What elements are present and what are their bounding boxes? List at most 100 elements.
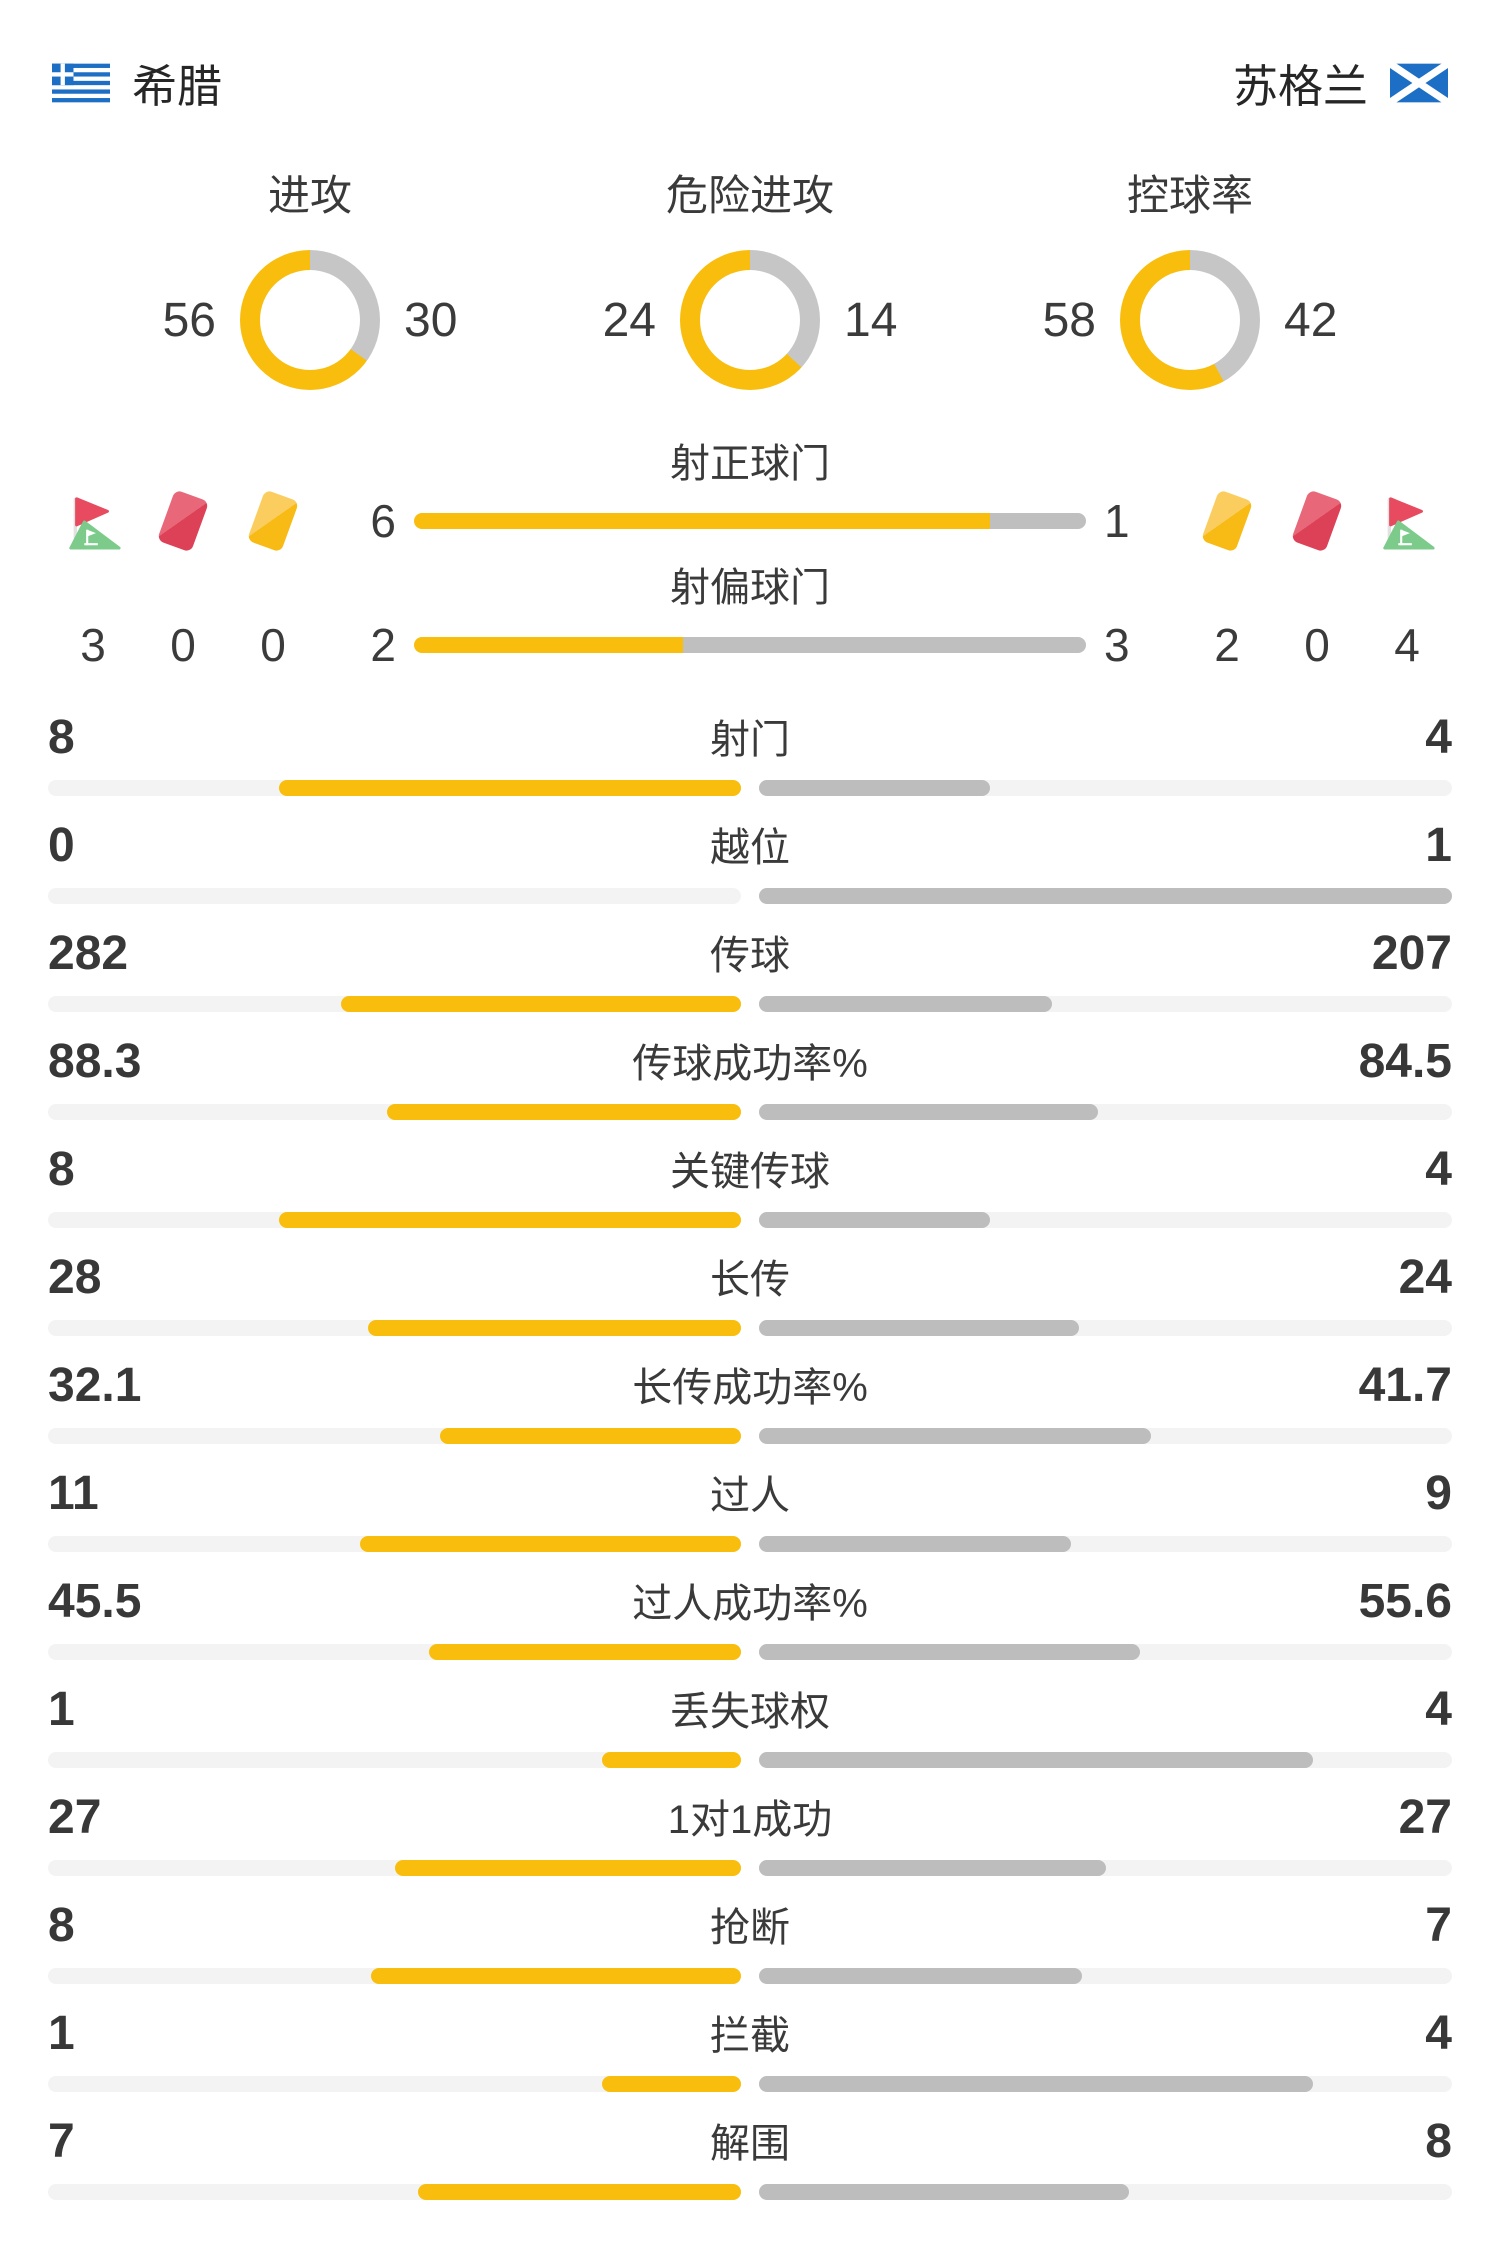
home-bar-track bbox=[48, 1212, 741, 1228]
away-red-cards-count: 0 bbox=[1304, 619, 1330, 671]
home-bar-fill bbox=[417, 2184, 741, 2200]
home-bar-fill bbox=[386, 1104, 741, 1120]
away-bar-fill bbox=[759, 888, 1452, 904]
shots-off-target-bar bbox=[414, 637, 1086, 653]
home-bar-track bbox=[48, 996, 741, 1012]
stat-values: 0 越位 1 bbox=[48, 818, 1452, 876]
home-bar-fill bbox=[602, 2076, 741, 2092]
stat-away-value: 8 bbox=[1425, 2115, 1452, 2168]
scotland-flag-icon bbox=[1390, 60, 1448, 105]
away-bar-track bbox=[759, 1428, 1452, 1444]
shots-off-target-label: 射偏球门 bbox=[670, 566, 830, 610]
home-bar-fill bbox=[429, 1644, 741, 1660]
home-bar-track bbox=[48, 1104, 741, 1120]
away-bar-fill bbox=[759, 1752, 1314, 1768]
donut-chart bbox=[240, 250, 380, 390]
away-bar-fill bbox=[759, 1320, 1079, 1336]
away-bar-track bbox=[759, 888, 1452, 904]
away-bar-fill bbox=[759, 996, 1053, 1012]
home-bar-fill bbox=[414, 513, 990, 529]
stat-row-13: 7 解围 8 bbox=[48, 2094, 1452, 2202]
shots-section: 射正球门 6 bbox=[0, 438, 1500, 676]
stat-label: 传球成功率% bbox=[632, 1042, 868, 1086]
stat-bar bbox=[48, 1212, 1452, 1228]
stat-row-8: 45.5 过人成功率% 55.6 bbox=[48, 1554, 1452, 1662]
donut-away-value: 42 bbox=[1284, 293, 1338, 347]
home-bar-fill bbox=[279, 1212, 741, 1228]
yellow-card-icon bbox=[228, 489, 318, 553]
away-bar-fill bbox=[759, 1104, 1098, 1120]
shots-on-target-home-value: 6 bbox=[370, 495, 396, 547]
home-bar-fill bbox=[367, 1320, 741, 1336]
stat-label: 传球 bbox=[710, 934, 790, 978]
home-bar-track bbox=[48, 2076, 741, 2092]
away-corner-kicks-count: 4 bbox=[1394, 619, 1420, 671]
home-yellow-cards-count: 0 bbox=[260, 619, 286, 671]
stat-away-value: 4 bbox=[1425, 2007, 1452, 2060]
away-bar-track bbox=[759, 1644, 1452, 1660]
stat-home-value: 7 bbox=[48, 2115, 75, 2168]
stat-bar bbox=[48, 1428, 1452, 1444]
home-bar-track bbox=[48, 1644, 741, 1660]
stat-bar bbox=[48, 1644, 1452, 1660]
shots-off-target-row: 3 0 0 2 3 2 0 4 bbox=[0, 614, 1500, 676]
away-bar-track bbox=[759, 780, 1452, 796]
home-team-name: 希腊 bbox=[132, 61, 223, 112]
stat-bar bbox=[48, 2184, 1452, 2200]
stat-values: 7 解围 8 bbox=[48, 2114, 1452, 2172]
away-bar-track bbox=[759, 996, 1452, 1012]
away-yellow-cards-count: 2 bbox=[1214, 619, 1240, 671]
away-bar-fill bbox=[759, 1212, 990, 1228]
stat-row-12: 1 拦截 4 bbox=[48, 1986, 1452, 2094]
away-bar-fill bbox=[682, 637, 1086, 653]
possession-donuts: 进攻 56 30 危险进攻 24 14 控球率 58 42 bbox=[90, 168, 1410, 390]
stat-label: 越位 bbox=[710, 826, 790, 870]
home-bar-fill bbox=[359, 1536, 741, 1552]
stat-label: 解围 bbox=[710, 2122, 790, 2166]
home-bar-track bbox=[48, 1536, 741, 1552]
home-bar-track bbox=[48, 1752, 741, 1768]
stat-row-3: 88.3 传球成功率% 84.5 bbox=[48, 1014, 1452, 1122]
corner-flag-icon bbox=[48, 490, 138, 552]
away-bar-fill bbox=[759, 780, 990, 796]
stat-values: 1 拦截 4 bbox=[48, 2006, 1452, 2064]
away-bar-track bbox=[759, 1752, 1452, 1768]
donut-away-value: 14 bbox=[844, 293, 898, 347]
stat-values: 11 过人 9 bbox=[48, 1466, 1452, 1524]
stat-row-6: 32.1 长传成功率% 41.7 bbox=[48, 1338, 1452, 1446]
home-bar-track bbox=[48, 2184, 741, 2200]
donut-label: 控球率 bbox=[1126, 172, 1253, 219]
stat-home-value: 11 bbox=[48, 1467, 99, 1520]
home-bar-fill bbox=[279, 780, 741, 796]
donut-home-value: 24 bbox=[602, 293, 656, 347]
stat-bar bbox=[48, 1860, 1452, 1876]
stat-label: 拦截 bbox=[710, 2014, 790, 2058]
donut-home-value: 56 bbox=[162, 293, 216, 347]
corner-flag-icon bbox=[1362, 490, 1452, 552]
away-bar-fill bbox=[759, 2076, 1314, 2092]
stat-home-value: 45.5 bbox=[48, 1575, 142, 1628]
home-bar-fill bbox=[414, 637, 683, 653]
donut-wrap: 58 42 bbox=[1016, 250, 1364, 390]
stat-label: 丢失球权 bbox=[670, 1690, 830, 1734]
away-bar-track bbox=[759, 1320, 1452, 1336]
shots-off-target-home-value: 2 bbox=[370, 619, 396, 671]
home-corner-kicks-count: 3 bbox=[80, 619, 106, 671]
donut-block-2: 控球率 58 42 bbox=[970, 168, 1410, 390]
shots-on-target-label: 射正球门 bbox=[670, 442, 830, 486]
donut-wrap: 56 30 bbox=[136, 250, 484, 390]
home-bar-fill bbox=[394, 1860, 741, 1876]
home-team: 希腊 bbox=[52, 50, 222, 115]
red-card-icon bbox=[1272, 489, 1362, 553]
away-bar-track bbox=[759, 1860, 1452, 1876]
home-bar-track bbox=[48, 888, 741, 904]
stat-row-4: 8 关键传球 4 bbox=[48, 1122, 1452, 1230]
stat-away-value: 7 bbox=[1425, 1899, 1452, 1952]
stat-row-10: 27 1对1成功 27 bbox=[48, 1770, 1452, 1878]
stat-label: 过人 bbox=[710, 1474, 790, 1518]
stat-bar bbox=[48, 1968, 1452, 1984]
stat-values: 8 射门 4 bbox=[48, 710, 1452, 768]
away-bar-track bbox=[759, 1104, 1452, 1120]
stats-list: 8 射门 4 0 越位 1 282 传球 207 88.3 传球成功率% 84.5 8 关键传球 4 28 长传… bbox=[48, 690, 1452, 2202]
stat-row-1: 0 越位 1 bbox=[48, 798, 1452, 906]
